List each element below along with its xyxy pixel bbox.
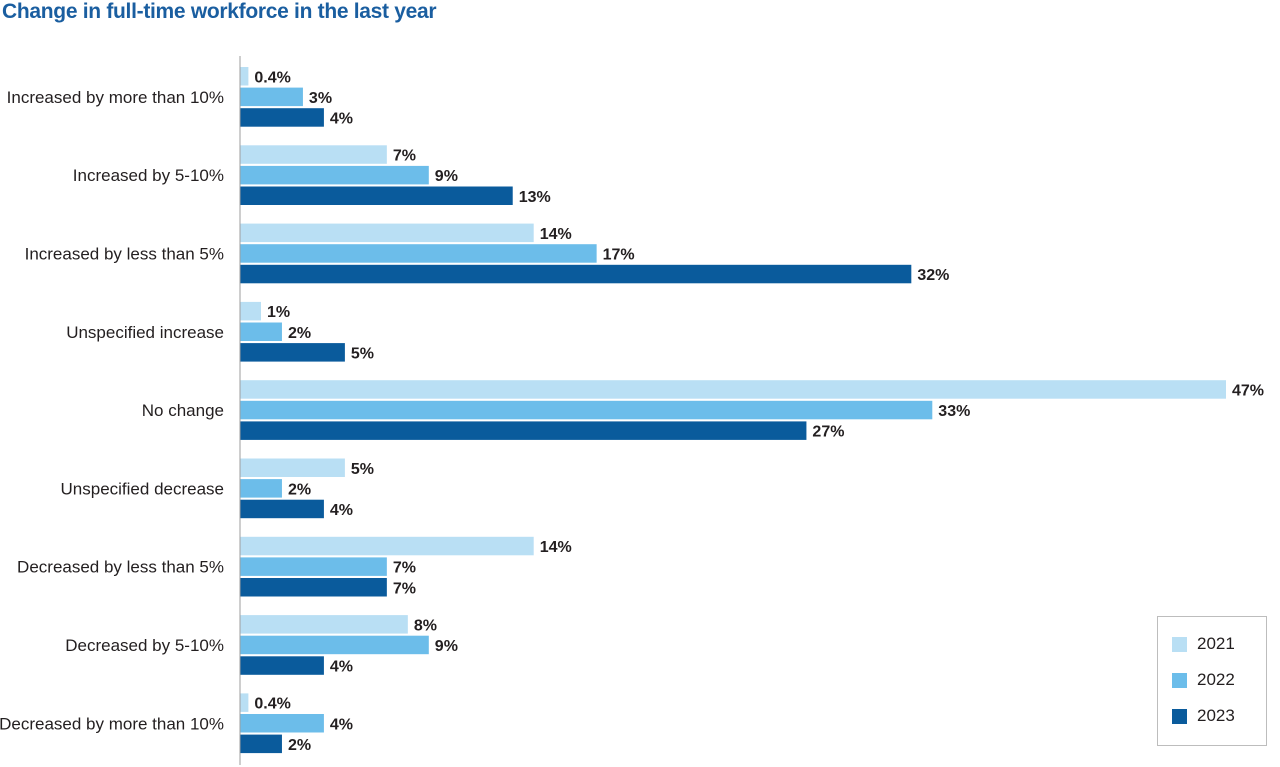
bar-decreased-by-less-than-5-2023 bbox=[240, 578, 387, 597]
legend-item-2023: 2023 bbox=[1172, 706, 1235, 726]
bar-increased-by-5-10-2023 bbox=[240, 186, 513, 205]
legend-label-2022: 2022 bbox=[1197, 670, 1235, 689]
value-label-increased-by-5-10-2021: 7% bbox=[393, 148, 416, 165]
bar-no-change-2021 bbox=[240, 380, 1226, 399]
bars-layer: 0.4% 3% 4% Increased by more than 10% 7% 9% 13… bbox=[0, 67, 1264, 754]
bar-decreased-by-5-10-2023 bbox=[240, 656, 324, 675]
value-label-decreased-by-more-than-10-2021: 0.4% bbox=[254, 696, 290, 713]
legend-swatch-2021 bbox=[1172, 636, 1187, 652]
bar-unspecified-increase-2022 bbox=[240, 322, 282, 341]
value-label-increased-by-less-than-5-2022: 17% bbox=[603, 246, 635, 263]
bar-increased-by-5-10-2021 bbox=[240, 145, 387, 164]
value-label-no-change-2023: 27% bbox=[812, 424, 844, 441]
value-label-increased-by-less-than-5-2023: 32% bbox=[917, 267, 949, 284]
bar-decreased-by-5-10-2022 bbox=[240, 635, 429, 655]
value-label-decreased-by-5-10-2021: 8% bbox=[414, 617, 437, 634]
legend-swatch-2022 bbox=[1172, 672, 1187, 688]
legend-label-2023: 2023 bbox=[1197, 706, 1235, 725]
bar-unspecified-decrease-2023 bbox=[240, 499, 324, 519]
category-label-no-change: No change bbox=[142, 401, 224, 420]
bar-decreased-by-less-than-5-2021 bbox=[240, 536, 534, 556]
bar-decreased-by-5-10-2021 bbox=[240, 615, 408, 634]
chart-title: Change in full-time workforce in the las… bbox=[2, 0, 437, 23]
value-label-decreased-by-more-than-10-2023: 2% bbox=[288, 737, 311, 754]
value-label-decreased-by-less-than-5-2022: 7% bbox=[393, 560, 416, 577]
bar-increased-by-more-than-10-2022 bbox=[240, 87, 303, 107]
value-label-decreased-by-more-than-10-2022: 4% bbox=[330, 716, 353, 733]
bar-no-change-2023 bbox=[240, 421, 807, 440]
bar-increased-by-more-than-10-2023 bbox=[240, 108, 324, 127]
value-label-no-change-2021: 47% bbox=[1232, 382, 1264, 399]
bar-unspecified-decrease-2021 bbox=[240, 458, 345, 477]
category-label-unspecified-increase: Unspecified increase bbox=[66, 323, 224, 342]
bar-increased-by-more-than-10-2021 bbox=[240, 67, 249, 86]
category-label-increased-by-5-10: Increased by 5-10% bbox=[73, 166, 224, 185]
category-label-increased-by-less-than-5: Increased by less than 5% bbox=[25, 244, 224, 263]
legend-item-2021: 2021 bbox=[1172, 634, 1235, 654]
legend-swatch-2023 bbox=[1172, 708, 1187, 724]
legend-label-2021: 2021 bbox=[1197, 634, 1235, 653]
value-label-decreased-by-less-than-5-2021: 14% bbox=[540, 539, 572, 556]
category-label-decreased-by-5-10: Decreased by 5-10% bbox=[65, 636, 224, 655]
value-label-increased-by-5-10-2022: 9% bbox=[435, 168, 458, 185]
value-label-unspecified-decrease-2022: 2% bbox=[288, 481, 311, 498]
bar-increased-by-less-than-5-2022 bbox=[240, 244, 597, 263]
bar-increased-by-less-than-5-2021 bbox=[240, 223, 534, 243]
bar-unspecified-decrease-2022 bbox=[240, 479, 282, 498]
value-label-unspecified-increase-2023: 5% bbox=[351, 345, 374, 362]
value-label-unspecified-decrease-2023: 4% bbox=[330, 502, 353, 519]
bar-decreased-by-less-than-5-2022 bbox=[240, 557, 387, 576]
bar-unspecified-increase-2021 bbox=[240, 301, 261, 321]
value-label-unspecified-decrease-2021: 5% bbox=[351, 461, 374, 478]
category-label-decreased-by-more-than-10: Decreased by more than 10% bbox=[0, 714, 224, 733]
value-label-decreased-by-5-10-2022: 9% bbox=[435, 638, 458, 655]
legend-item-2022: 2022 bbox=[1172, 670, 1235, 690]
value-label-increased-by-more-than-10-2022: 3% bbox=[309, 90, 332, 107]
value-label-increased-by-less-than-5-2021: 14% bbox=[540, 226, 572, 243]
value-label-decreased-by-5-10-2023: 4% bbox=[330, 659, 353, 676]
category-label-unspecified-decrease: Unspecified decrease bbox=[61, 479, 224, 498]
legend: 2021 2022 2023 bbox=[1157, 616, 1267, 746]
bar-increased-by-5-10-2022 bbox=[240, 165, 429, 185]
bar-increased-by-less-than-5-2023 bbox=[240, 264, 912, 284]
value-label-no-change-2022: 33% bbox=[938, 403, 970, 420]
value-label-decreased-by-less-than-5-2023: 7% bbox=[393, 580, 416, 597]
bar-decreased-by-more-than-10-2023 bbox=[240, 734, 282, 754]
category-label-increased-by-more-than-10: Increased by more than 10% bbox=[7, 88, 224, 107]
value-label-increased-by-5-10-2023: 13% bbox=[519, 189, 551, 206]
category-label-decreased-by-less-than-5: Decreased by less than 5% bbox=[17, 558, 224, 577]
value-label-increased-by-more-than-10-2021: 0.4% bbox=[254, 69, 290, 86]
bar-no-change-2022 bbox=[240, 400, 933, 420]
value-label-unspecified-increase-2021: 1% bbox=[267, 304, 290, 321]
bar-decreased-by-more-than-10-2022 bbox=[240, 714, 324, 733]
bar-decreased-by-more-than-10-2021 bbox=[240, 693, 249, 712]
value-label-increased-by-more-than-10-2023: 4% bbox=[330, 110, 353, 127]
value-label-unspecified-increase-2022: 2% bbox=[288, 325, 311, 342]
bar-unspecified-increase-2023 bbox=[240, 343, 345, 362]
